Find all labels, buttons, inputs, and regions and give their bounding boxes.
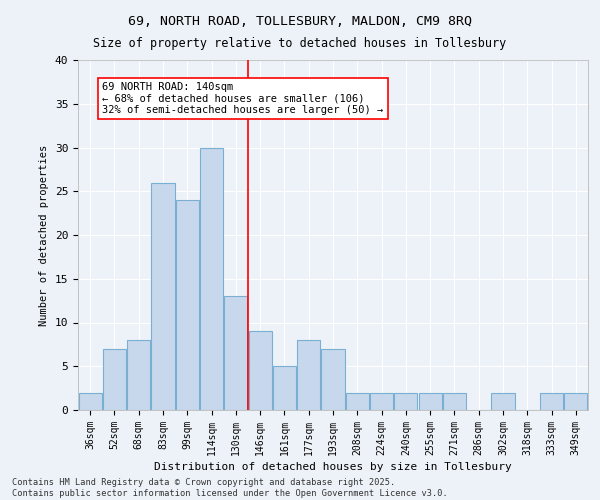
Bar (370, 392, 393, 410)
Bar (491, 392, 515, 410)
Bar (248, 331, 272, 410)
Text: 69, NORTH ROAD, TOLLESBURY, MALDON, CM9 8RQ: 69, NORTH ROAD, TOLLESBURY, MALDON, CM9 … (128, 15, 472, 28)
Bar (176, 200, 199, 410)
Bar (565, 392, 587, 410)
Y-axis label: Number of detached properties: Number of detached properties (39, 144, 49, 326)
Text: Size of property relative to detached houses in Tollesbury: Size of property relative to detached ho… (94, 38, 506, 51)
Text: Contains HM Land Registry data © Crown copyright and database right 2025.
Contai: Contains HM Land Registry data © Crown c… (12, 478, 448, 498)
Bar (419, 392, 442, 410)
Bar (103, 349, 126, 410)
Bar (200, 148, 223, 410)
Bar (394, 392, 418, 410)
Bar (346, 392, 369, 410)
Bar (540, 392, 563, 410)
Bar (79, 392, 101, 410)
Text: 69 NORTH ROAD: 140sqm
← 68% of detached houses are smaller (106)
32% of semi-det: 69 NORTH ROAD: 140sqm ← 68% of detached … (102, 82, 383, 115)
Bar (151, 182, 175, 410)
X-axis label: Distribution of detached houses by size in Tollesbury: Distribution of detached houses by size … (154, 462, 512, 472)
Bar (273, 366, 296, 410)
Bar (322, 349, 344, 410)
Bar (297, 340, 320, 410)
Bar (224, 296, 247, 410)
Bar (127, 340, 150, 410)
Bar (443, 392, 466, 410)
